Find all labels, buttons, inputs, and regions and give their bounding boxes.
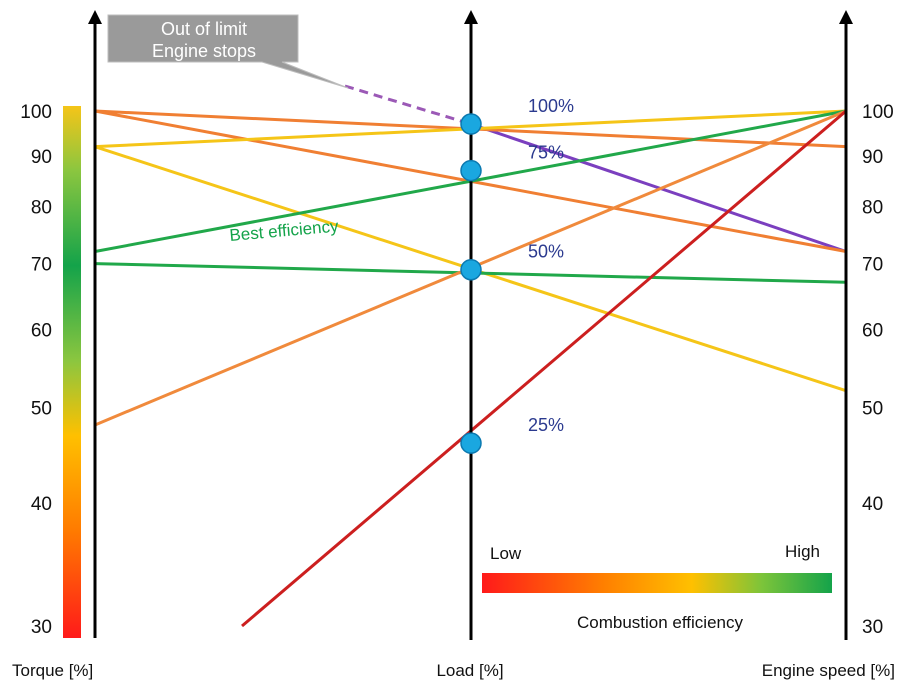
load-point-100 (460, 113, 482, 135)
torque-tick-labels: 100 90 80 70 60 50 40 30 (20, 102, 52, 638)
load-points: 100% 75% 50% 25% (460, 96, 574, 454)
best-efficiency-label: Best efficiency (229, 216, 340, 244)
torque-tick-90: 90 (31, 147, 52, 168)
load-label-75: 75% (528, 143, 564, 163)
legend-color-bar (482, 573, 832, 593)
torque-tick-30: 30 (31, 617, 52, 638)
torque-axis-arrow (88, 10, 102, 24)
engine-speed-tick-100: 100 (862, 102, 894, 123)
efficiency-line-9 (241, 109, 847, 628)
load-label-50: 50% (528, 242, 564, 262)
load-label-25: 25% (528, 415, 564, 435)
engine-speed-tick-50: 50 (862, 398, 883, 419)
engine-speed-tick-40: 40 (862, 494, 883, 515)
load-point-25 (460, 432, 482, 454)
legend-low-label: Low (490, 544, 522, 563)
torque-color-bar (63, 106, 81, 638)
engine-speed-tick-30: 30 (862, 617, 883, 638)
load-point-50 (460, 258, 482, 281)
legend-title: Combustion efficiency (577, 613, 743, 632)
engine-speed-axis-title: Engine speed [%] (762, 661, 895, 680)
engine-speed-axis-arrow (839, 10, 853, 24)
torque-tick-60: 60 (31, 321, 52, 342)
legend-high-label: High (785, 542, 820, 561)
load-axis-title: Load [%] (436, 661, 503, 680)
efficiency-line-0 (344, 84, 472, 126)
torque-tick-100: 100 (20, 102, 52, 123)
torque-tick-40: 40 (31, 494, 52, 515)
out-of-limit-callout: Out of limit Engine stops (107, 14, 349, 89)
engine-speed-tick-60: 60 (862, 321, 883, 342)
engine-speed-tick-80: 80 (862, 197, 883, 218)
combustion-efficiency-legend: Low High Combustion efficiency (482, 542, 832, 632)
torque-tick-80: 80 (31, 197, 52, 218)
engine-speed-tick-labels: 100 90 80 70 60 50 40 30 (862, 102, 894, 638)
torque-tick-70: 70 (31, 255, 52, 276)
engine-speed-tick-70: 70 (862, 255, 883, 276)
load-axis-arrow (464, 10, 478, 24)
callout-line-1: Out of limit (161, 19, 247, 39)
torque-axis-title: Torque [%] (12, 661, 93, 680)
load-point-75 (460, 159, 482, 182)
callout-line-2: Engine stops (152, 41, 256, 61)
load-label-100: 100% (528, 96, 574, 116)
torque-tick-50: 50 (31, 398, 52, 419)
engine-speed-tick-90: 90 (862, 147, 883, 168)
